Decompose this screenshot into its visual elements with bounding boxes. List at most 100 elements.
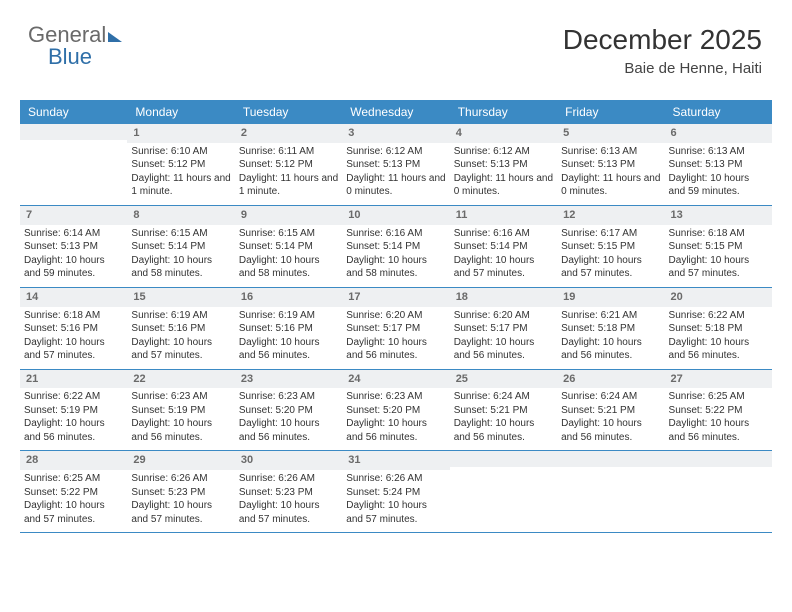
sunrise-line: Sunrise: 6:10 AM xyxy=(131,145,230,159)
day-cell: 7Sunrise: 6:14 AMSunset: 5:13 PMDaylight… xyxy=(20,206,127,287)
sunset-line: Sunset: 5:14 PM xyxy=(131,240,230,254)
day-number: 15 xyxy=(127,288,234,307)
week-header: SundayMondayTuesdayWednesdayThursdayFrid… xyxy=(20,100,772,124)
location-label: Baie de Henne, Haiti xyxy=(563,60,762,77)
sunset-line: Sunset: 5:14 PM xyxy=(346,240,445,254)
day-cell: 19Sunrise: 6:21 AMSunset: 5:18 PMDayligh… xyxy=(557,288,664,369)
sunrise-line: Sunrise: 6:15 AM xyxy=(239,227,338,241)
daylight-line: Daylight: 10 hours and 56 minutes. xyxy=(24,417,123,444)
daylight-line: Daylight: 10 hours and 57 minutes. xyxy=(669,254,768,281)
sunrise-line: Sunrise: 6:20 AM xyxy=(454,309,553,323)
day-cell: 1Sunrise: 6:10 AMSunset: 5:12 PMDaylight… xyxy=(127,124,234,205)
daylight-line: Daylight: 10 hours and 59 minutes. xyxy=(24,254,123,281)
day-cell xyxy=(450,451,557,532)
week-row: 28Sunrise: 6:25 AMSunset: 5:22 PMDayligh… xyxy=(20,451,772,533)
brand-part2-wrap: Blue xyxy=(48,44,92,70)
daylight-line: Daylight: 10 hours and 56 minutes. xyxy=(346,417,445,444)
day-number: 12 xyxy=(557,206,664,225)
day-cell: 25Sunrise: 6:24 AMSunset: 5:21 PMDayligh… xyxy=(450,370,557,451)
daylight-line: Daylight: 10 hours and 58 minutes. xyxy=(131,254,230,281)
daylight-line: Daylight: 10 hours and 57 minutes. xyxy=(346,499,445,526)
sunset-line: Sunset: 5:18 PM xyxy=(669,322,768,336)
daylight-line: Daylight: 10 hours and 56 minutes. xyxy=(561,336,660,363)
sunset-line: Sunset: 5:17 PM xyxy=(346,322,445,336)
day-number: 17 xyxy=(342,288,449,307)
sunset-line: Sunset: 5:20 PM xyxy=(239,404,338,418)
sunset-line: Sunset: 5:21 PM xyxy=(454,404,553,418)
day-number: 22 xyxy=(127,370,234,389)
sunrise-line: Sunrise: 6:12 AM xyxy=(454,145,553,159)
daylight-line: Daylight: 10 hours and 56 minutes. xyxy=(669,336,768,363)
sunset-line: Sunset: 5:15 PM xyxy=(669,240,768,254)
day-cell: 3Sunrise: 6:12 AMSunset: 5:13 PMDaylight… xyxy=(342,124,449,205)
day-number: 23 xyxy=(235,370,342,389)
day-header: Saturday xyxy=(665,100,772,124)
day-cell: 12Sunrise: 6:17 AMSunset: 5:15 PMDayligh… xyxy=(557,206,664,287)
day-number: 16 xyxy=(235,288,342,307)
week-row: 7Sunrise: 6:14 AMSunset: 5:13 PMDaylight… xyxy=(20,206,772,288)
sunrise-line: Sunrise: 6:26 AM xyxy=(239,472,338,486)
sunrise-line: Sunrise: 6:19 AM xyxy=(131,309,230,323)
day-cell: 22Sunrise: 6:23 AMSunset: 5:19 PMDayligh… xyxy=(127,370,234,451)
day-cell: 14Sunrise: 6:18 AMSunset: 5:16 PMDayligh… xyxy=(20,288,127,369)
day-number xyxy=(450,451,557,467)
day-cell: 18 Sunrise: 6:20 AMSunset: 5:17 PMDayligh… xyxy=(450,288,557,369)
day-number: 13 xyxy=(665,206,772,225)
day-number: 29 xyxy=(127,451,234,470)
daylight-line: Daylight: 11 hours and 1 minute. xyxy=(239,172,338,199)
sunrise-line: Sunrise: 6:11 AM xyxy=(239,145,338,159)
day-number: 28 xyxy=(20,451,127,470)
day-number: 27 xyxy=(665,370,772,389)
sunrise-line: Sunrise: 6:17 AM xyxy=(561,227,660,241)
month-title: December 2025 xyxy=(563,24,762,56)
brand-part2: Blue xyxy=(48,44,92,69)
sunrise-line: Sunrise: 6:16 AM xyxy=(454,227,553,241)
day-cell: 16Sunrise: 6:19 AMSunset: 5:16 PMDayligh… xyxy=(235,288,342,369)
day-header: Wednesday xyxy=(342,100,449,124)
day-number: 24 xyxy=(342,370,449,389)
sunrise-line: Sunrise: 6:23 AM xyxy=(131,390,230,404)
daylight-line: Daylight: 10 hours and 57 minutes. xyxy=(561,254,660,281)
day-header: Monday xyxy=(127,100,234,124)
sunset-line: Sunset: 5:17 PM xyxy=(454,322,553,336)
daylight-line: Daylight: 10 hours and 57 minutes. xyxy=(131,499,230,526)
day-number xyxy=(20,124,127,140)
week-row: 21Sunrise: 6:22 AMSunset: 5:19 PMDayligh… xyxy=(20,370,772,452)
sunset-line: Sunset: 5:23 PM xyxy=(131,486,230,500)
sunrise-line: Sunrise: 6:19 AM xyxy=(239,309,338,323)
sunrise-line: Sunrise: 6:25 AM xyxy=(669,390,768,404)
daylight-line: Daylight: 11 hours and 0 minutes. xyxy=(561,172,660,199)
sunset-line: Sunset: 5:23 PM xyxy=(239,486,338,500)
week-row: 1Sunrise: 6:10 AMSunset: 5:12 PMDaylight… xyxy=(20,124,772,206)
sunrise-line: Sunrise: 6:24 AM xyxy=(454,390,553,404)
day-cell xyxy=(557,451,664,532)
day-header: Thursday xyxy=(450,100,557,124)
day-number: 10 xyxy=(342,206,449,225)
day-number: 18 xyxy=(450,288,557,307)
sunset-line: Sunset: 5:19 PM xyxy=(24,404,123,418)
day-number: 26 xyxy=(557,370,664,389)
sunset-line: Sunset: 5:13 PM xyxy=(454,158,553,172)
day-number: 20 xyxy=(665,288,772,307)
sunrise-line: Sunrise: 6:26 AM xyxy=(346,472,445,486)
daylight-line: Daylight: 10 hours and 56 minutes. xyxy=(239,417,338,444)
day-number: 9 xyxy=(235,206,342,225)
day-number xyxy=(665,451,772,467)
sunset-line: Sunset: 5:14 PM xyxy=(454,240,553,254)
sunrise-line: Sunrise: 6:18 AM xyxy=(669,227,768,241)
daylight-line: Daylight: 10 hours and 56 minutes. xyxy=(131,417,230,444)
day-number: 31 xyxy=(342,451,449,470)
day-cell: 23Sunrise: 6:23 AMSunset: 5:20 PMDayligh… xyxy=(235,370,342,451)
daylight-line: Daylight: 10 hours and 56 minutes. xyxy=(454,336,553,363)
sunrise-line: Sunrise: 6:12 AM xyxy=(346,145,445,159)
day-cell: 10Sunrise: 6:16 AMSunset: 5:14 PMDayligh… xyxy=(342,206,449,287)
sunset-line: Sunset: 5:18 PM xyxy=(561,322,660,336)
sunset-line: Sunset: 5:16 PM xyxy=(131,322,230,336)
sunrise-line: Sunrise: 6:26 AM xyxy=(131,472,230,486)
day-cell: 21Sunrise: 6:22 AMSunset: 5:19 PMDayligh… xyxy=(20,370,127,451)
day-number: 5 xyxy=(557,124,664,143)
sunset-line: Sunset: 5:13 PM xyxy=(561,158,660,172)
daylight-line: Daylight: 10 hours and 57 minutes. xyxy=(131,336,230,363)
brand-sail-icon xyxy=(108,32,122,42)
day-number: 1 xyxy=(127,124,234,143)
